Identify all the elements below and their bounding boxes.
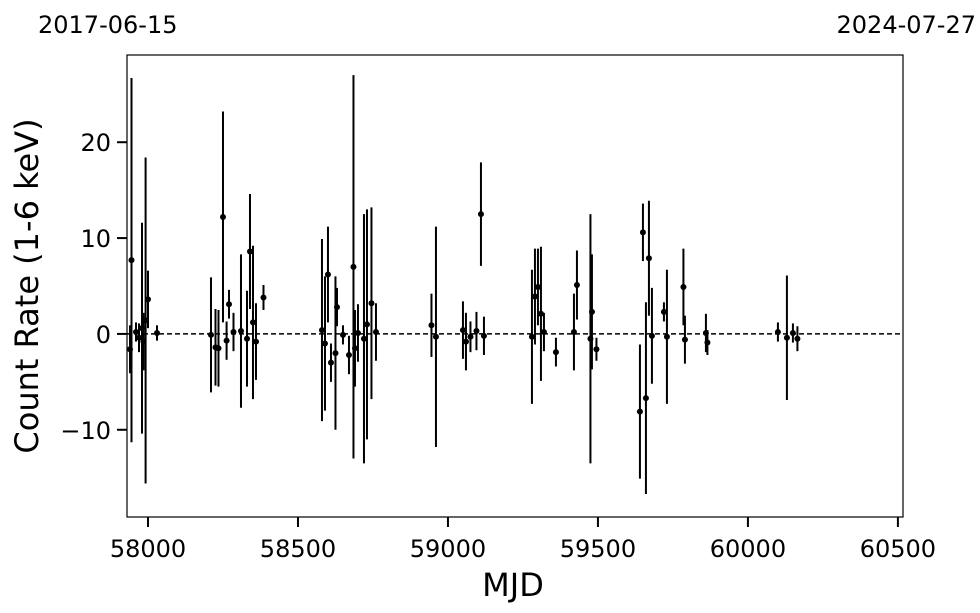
data-point xyxy=(132,329,139,336)
data-point xyxy=(350,263,357,270)
data-point xyxy=(663,333,670,340)
data-point xyxy=(332,350,339,357)
x-tick-label: 58500 xyxy=(260,535,336,563)
data-point xyxy=(225,301,232,308)
y-tick-label: 20 xyxy=(80,129,111,157)
data-point xyxy=(327,359,334,366)
data-point xyxy=(473,328,480,335)
data-point xyxy=(660,308,667,315)
data-point xyxy=(372,329,379,336)
plot-frame xyxy=(126,54,904,518)
data-point xyxy=(260,294,267,301)
x-tick-label: 60000 xyxy=(710,535,786,563)
x-tick-label: 59500 xyxy=(560,535,636,563)
data-point xyxy=(477,211,484,218)
x-axis-label: MJD xyxy=(482,566,544,604)
data-point xyxy=(642,395,649,402)
data-point xyxy=(534,283,541,290)
data-point xyxy=(552,349,559,356)
data-point xyxy=(645,255,652,262)
data-point xyxy=(333,304,340,311)
data-point xyxy=(459,327,466,334)
data-point xyxy=(570,329,577,336)
data-point xyxy=(528,333,535,340)
data-point xyxy=(794,335,801,342)
data-point xyxy=(704,339,711,346)
data-point xyxy=(128,257,135,264)
data-point xyxy=(680,283,687,290)
data-point xyxy=(648,332,655,339)
data-point xyxy=(432,333,439,340)
data-point xyxy=(462,338,469,345)
data-point xyxy=(480,332,487,339)
data-point xyxy=(531,293,538,300)
data-point xyxy=(153,329,160,336)
data-point xyxy=(573,282,580,289)
x-tick-label: 59000 xyxy=(410,535,486,563)
data-point xyxy=(537,310,544,317)
data-point xyxy=(345,352,352,359)
data-point xyxy=(230,329,237,336)
top-right-date: 2024-07-27 xyxy=(837,11,976,39)
x-tick-label: 60500 xyxy=(860,535,936,563)
data-point xyxy=(467,333,474,340)
data-point xyxy=(639,229,646,236)
data-point xyxy=(354,329,361,336)
data-point xyxy=(593,346,600,353)
data-point xyxy=(207,331,214,338)
data-point xyxy=(246,248,253,255)
x-tick-label: 58000 xyxy=(110,535,186,563)
data-point xyxy=(540,329,547,336)
data-point xyxy=(339,331,346,338)
data-point xyxy=(363,321,370,328)
data-point xyxy=(223,337,230,344)
data-point xyxy=(324,271,331,278)
data-point xyxy=(360,335,367,342)
data-point xyxy=(588,308,595,315)
top-left-date: 2017-06-15 xyxy=(38,11,177,39)
y-tick-label: 10 xyxy=(80,225,111,253)
data-point xyxy=(219,213,226,220)
data-point xyxy=(243,335,250,342)
data-point xyxy=(789,329,796,336)
data-point xyxy=(237,328,244,335)
data-point xyxy=(368,300,375,307)
data-point xyxy=(135,334,142,341)
y-tick-label: 0 xyxy=(96,321,111,349)
data-point xyxy=(774,329,781,336)
data-point xyxy=(351,345,358,352)
data-point xyxy=(249,319,256,326)
data-point xyxy=(144,296,151,303)
y-axis-label: Count Rate (1-6 keV) xyxy=(8,118,46,453)
data-point xyxy=(783,334,790,341)
data-point xyxy=(215,345,222,352)
data-point xyxy=(318,327,325,334)
y-tick-label: −10 xyxy=(60,417,111,445)
data-point xyxy=(636,408,643,415)
data-point xyxy=(321,340,328,347)
data-point xyxy=(428,322,435,329)
data-point xyxy=(681,336,688,343)
data-point xyxy=(252,338,259,345)
